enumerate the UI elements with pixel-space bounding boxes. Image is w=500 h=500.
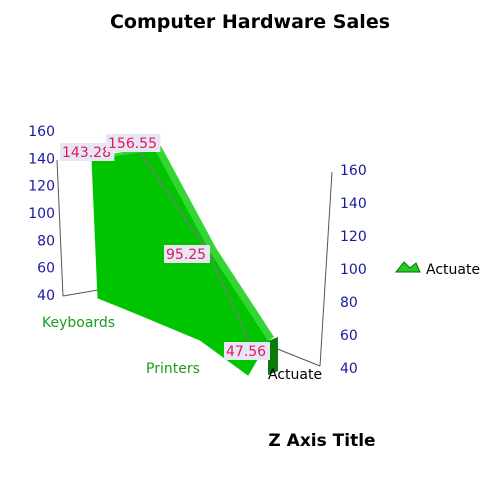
y-tick-right: 80 — [340, 295, 358, 311]
data-label: 47.56 — [224, 342, 270, 360]
data-label-text: 156.55 — [108, 136, 157, 152]
legend: Actuate — [394, 261, 480, 278]
data-label-text: 143.28 — [62, 145, 111, 161]
chart-axes — [56, 159, 333, 367]
category-label: Printers — [146, 361, 200, 377]
z-axis-title: Z Axis Title — [268, 431, 375, 451]
y-tick-right: 100 — [340, 262, 367, 278]
y-axis-right-line — [319, 171, 333, 367]
y-tick-right: 140 — [340, 196, 367, 212]
area-end-face — [268, 337, 278, 375]
data-label-bg — [224, 342, 270, 360]
legend-label: Actuate — [426, 262, 480, 278]
y-tick-left: 100 — [28, 206, 55, 222]
y-tick-left: 160 — [28, 124, 55, 140]
data-label-bg — [106, 134, 161, 152]
data-label-bg — [164, 245, 210, 263]
data-label: 95.25 — [164, 245, 210, 263]
y-axis-left-line — [56, 159, 64, 297]
y-tick-left: 80 — [37, 233, 55, 249]
y-tick-left: 120 — [28, 179, 55, 195]
y-tick-right: 40 — [340, 361, 358, 377]
y-tick-left: 140 — [28, 151, 55, 167]
y-tick-right: 160 — [340, 163, 367, 179]
category-labels: Keyboards Printers — [42, 315, 200, 377]
y-tick-left: 60 — [37, 261, 55, 277]
category-label: Keyboards — [42, 315, 115, 331]
area-top-face-1 — [155, 146, 216, 252]
y-tick-right: 60 — [340, 328, 358, 344]
chart-title: Computer Hardware Sales — [110, 11, 390, 33]
data-label: 143.28 — [60, 143, 115, 161]
series-axis-label: Actuate — [268, 367, 322, 383]
series-axis-line — [269, 345, 321, 367]
legend-marker-actuate — [394, 261, 421, 273]
data-label-bg — [60, 143, 115, 161]
area-top-face-2 — [210, 248, 274, 341]
y-tick-left: 40 — [37, 288, 55, 304]
data-label-text: 47.56 — [226, 344, 266, 360]
base-left-line — [62, 289, 99, 297]
data-label: 156.55 — [106, 134, 161, 152]
y-axis-left-ticks: 40 60 80 100 120 140 160 — [28, 124, 55, 304]
y-axis-right-ticks: 40 60 80 100 120 140 160 — [340, 163, 367, 377]
data-label-text: 95.25 — [166, 247, 206, 263]
y-tick-right: 120 — [340, 229, 367, 245]
